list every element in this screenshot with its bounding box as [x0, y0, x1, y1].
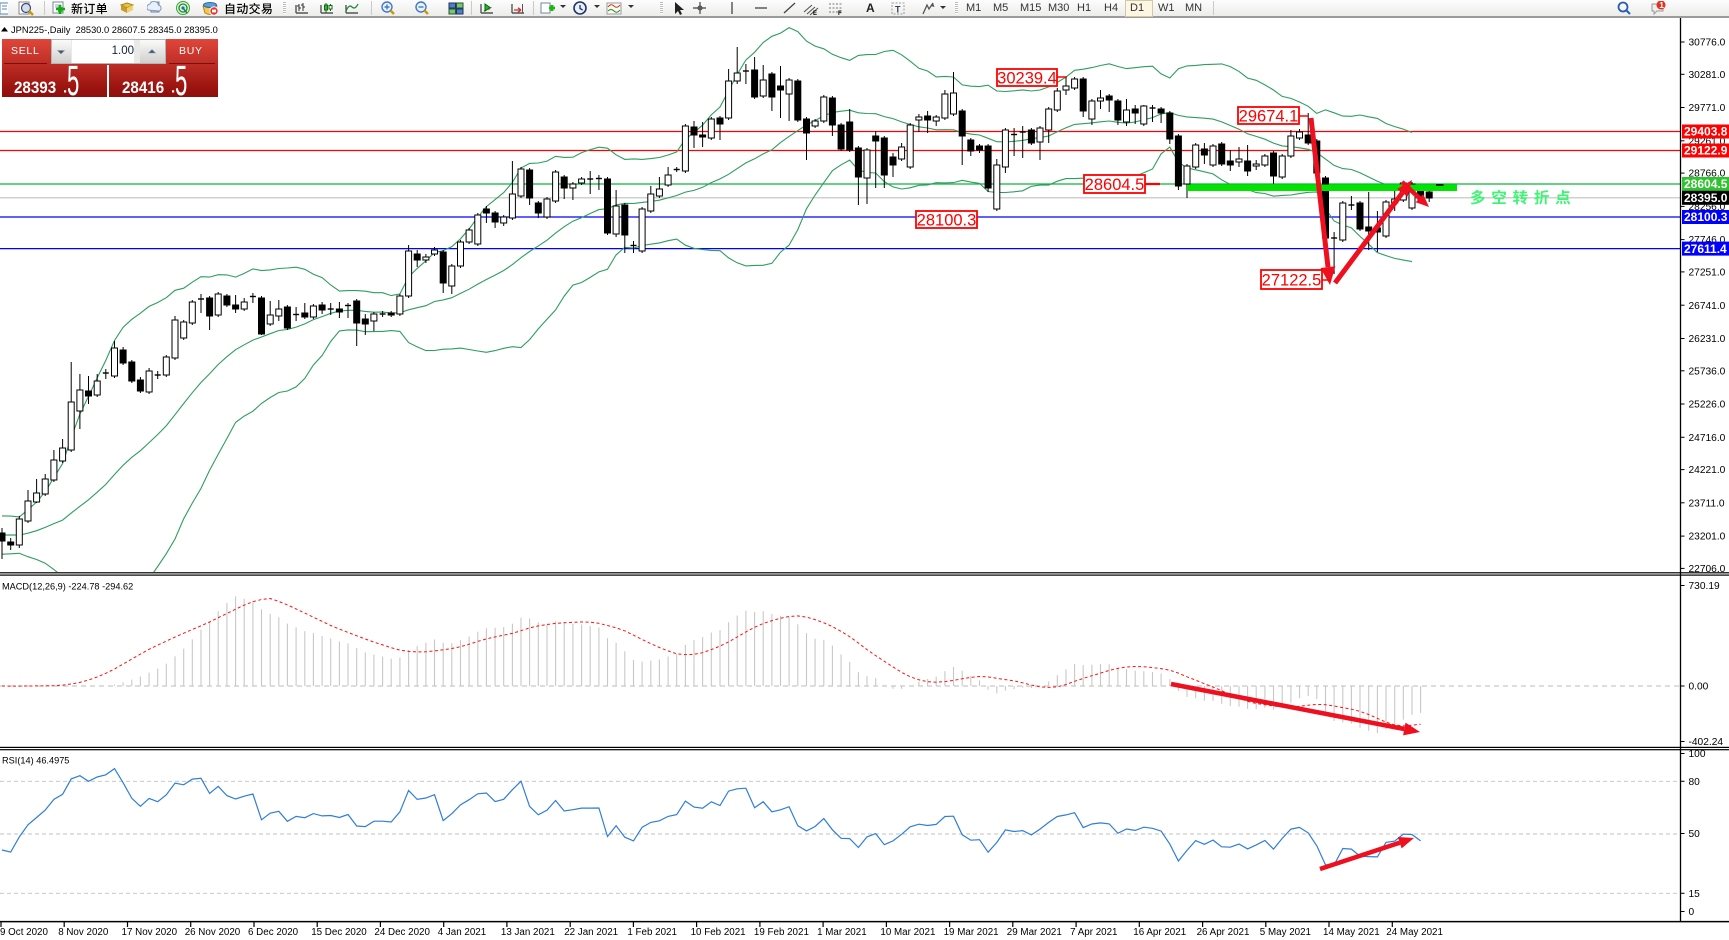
- svg-text:16 Apr 2021: 16 Apr 2021: [1133, 927, 1186, 938]
- svg-text:29674.1: 29674.1: [1239, 107, 1299, 125]
- svg-text:24716.0: 24716.0: [1689, 433, 1726, 444]
- svg-text:5: 5: [175, 57, 187, 97]
- svg-text:100: 100: [1689, 749, 1706, 760]
- svg-text:14 May 2021: 14 May 2021: [1323, 927, 1380, 938]
- svg-text:28766.0: 28766.0: [1689, 169, 1726, 180]
- svg-text:19 Mar 2021: 19 Mar 2021: [944, 927, 999, 938]
- svg-text:15: 15: [1689, 889, 1701, 900]
- svg-text:27746.0: 27746.0: [1689, 235, 1726, 246]
- svg-text:29403.8: 29403.8: [1684, 125, 1728, 139]
- svg-text:29122.9: 29122.9: [1684, 144, 1728, 158]
- svg-text:T: T: [895, 5, 901, 15]
- svg-text:25226.0: 25226.0: [1689, 400, 1726, 411]
- svg-text:17 Nov 2020: 17 Nov 2020: [122, 927, 178, 938]
- svg-text:24 Dec 2020: 24 Dec 2020: [374, 927, 430, 938]
- svg-text:30239.4: 30239.4: [997, 69, 1057, 87]
- svg-text:22 Jan 2021: 22 Jan 2021: [564, 927, 618, 938]
- svg-text:E: E: [813, 11, 817, 16]
- svg-text:25736.0: 25736.0: [1689, 366, 1726, 377]
- svg-text:29771.0: 29771.0: [1689, 103, 1726, 114]
- svg-text:1: 1: [1659, 1, 1664, 10]
- svg-text:9 Oct 2020: 9 Oct 2020: [0, 927, 48, 938]
- svg-text:24 May 2021: 24 May 2021: [1386, 927, 1443, 938]
- svg-text:19 Feb 2021: 19 Feb 2021: [754, 927, 809, 938]
- svg-text:26741.0: 26741.0: [1689, 301, 1726, 312]
- svg-text:28604.5: 28604.5: [1085, 176, 1145, 194]
- svg-text:F: F: [838, 11, 842, 16]
- svg-text:.: .: [63, 80, 67, 97]
- svg-text:RSI(14) 46.4975: RSI(14) 46.4975: [2, 756, 69, 766]
- svg-text:30281.0: 30281.0: [1689, 70, 1726, 81]
- svg-text:28100.3: 28100.3: [917, 211, 977, 229]
- svg-text:28604.5: 28604.5: [1684, 177, 1728, 191]
- svg-text:23711.0: 23711.0: [1689, 498, 1725, 509]
- svg-text:10 Feb 2021: 10 Feb 2021: [691, 927, 746, 938]
- svg-text:730.19: 730.19: [1689, 581, 1720, 592]
- svg-text:28256.0: 28256.0: [1689, 202, 1726, 213]
- svg-text:27611.4: 27611.4: [1684, 242, 1727, 256]
- svg-text:28416: 28416: [122, 79, 164, 97]
- svg-text:28393: 28393: [14, 79, 56, 97]
- svg-text:26 Nov 2020: 26 Nov 2020: [185, 927, 241, 938]
- svg-text:10 Mar 2021: 10 Mar 2021: [880, 927, 935, 938]
- svg-text:28100.3: 28100.3: [1684, 210, 1728, 224]
- svg-text:30776.0: 30776.0: [1689, 38, 1726, 49]
- svg-text:4 Jan 2021: 4 Jan 2021: [438, 927, 486, 938]
- svg-text:.: .: [171, 80, 175, 97]
- svg-text:29 Mar 2021: 29 Mar 2021: [1007, 927, 1062, 938]
- svg-text:0: 0: [1689, 907, 1695, 918]
- svg-text:5: 5: [67, 57, 79, 97]
- svg-text:5 May 2021: 5 May 2021: [1260, 927, 1311, 938]
- svg-text:-402.24: -402.24: [1689, 737, 1724, 748]
- svg-text:7 Apr 2021: 7 Apr 2021: [1070, 927, 1117, 938]
- svg-text:1 Feb 2021: 1 Feb 2021: [627, 927, 677, 938]
- svg-text:0.00: 0.00: [1689, 682, 1709, 693]
- svg-text:24221.0: 24221.0: [1689, 465, 1726, 476]
- svg-text:1 Mar 2021: 1 Mar 2021: [817, 927, 867, 938]
- svg-text:22706.0: 22706.0: [1689, 564, 1726, 575]
- svg-text:JPN225-,Daily 28530.0 28607.5: JPN225-,Daily 28530.0 28607.5 28345.0 28…: [11, 25, 218, 35]
- svg-text:15 Dec 2020: 15 Dec 2020: [311, 927, 367, 938]
- svg-text:13 Jan 2021: 13 Jan 2021: [501, 927, 555, 938]
- svg-text:26 Apr 2021: 26 Apr 2021: [1197, 927, 1250, 938]
- svg-text:27251.0: 27251.0: [1689, 268, 1726, 279]
- svg-text:26231.0: 26231.0: [1689, 334, 1726, 345]
- svg-text:23201.0: 23201.0: [1689, 532, 1726, 543]
- svg-text:28395.0: 28395.0: [1684, 191, 1728, 205]
- svg-text:MACD(12,26,9) -224.78 -294.62: MACD(12,26,9) -224.78 -294.62: [2, 582, 133, 592]
- svg-text:50: 50: [1689, 829, 1701, 840]
- svg-text:8 Nov 2020: 8 Nov 2020: [58, 927, 109, 938]
- svg-text:6 Dec 2020: 6 Dec 2020: [248, 927, 299, 938]
- svg-text:27122.5: 27122.5: [1262, 271, 1322, 289]
- svg-text:80: 80: [1689, 777, 1701, 788]
- svg-text:29261.0: 29261.0: [1689, 136, 1726, 147]
